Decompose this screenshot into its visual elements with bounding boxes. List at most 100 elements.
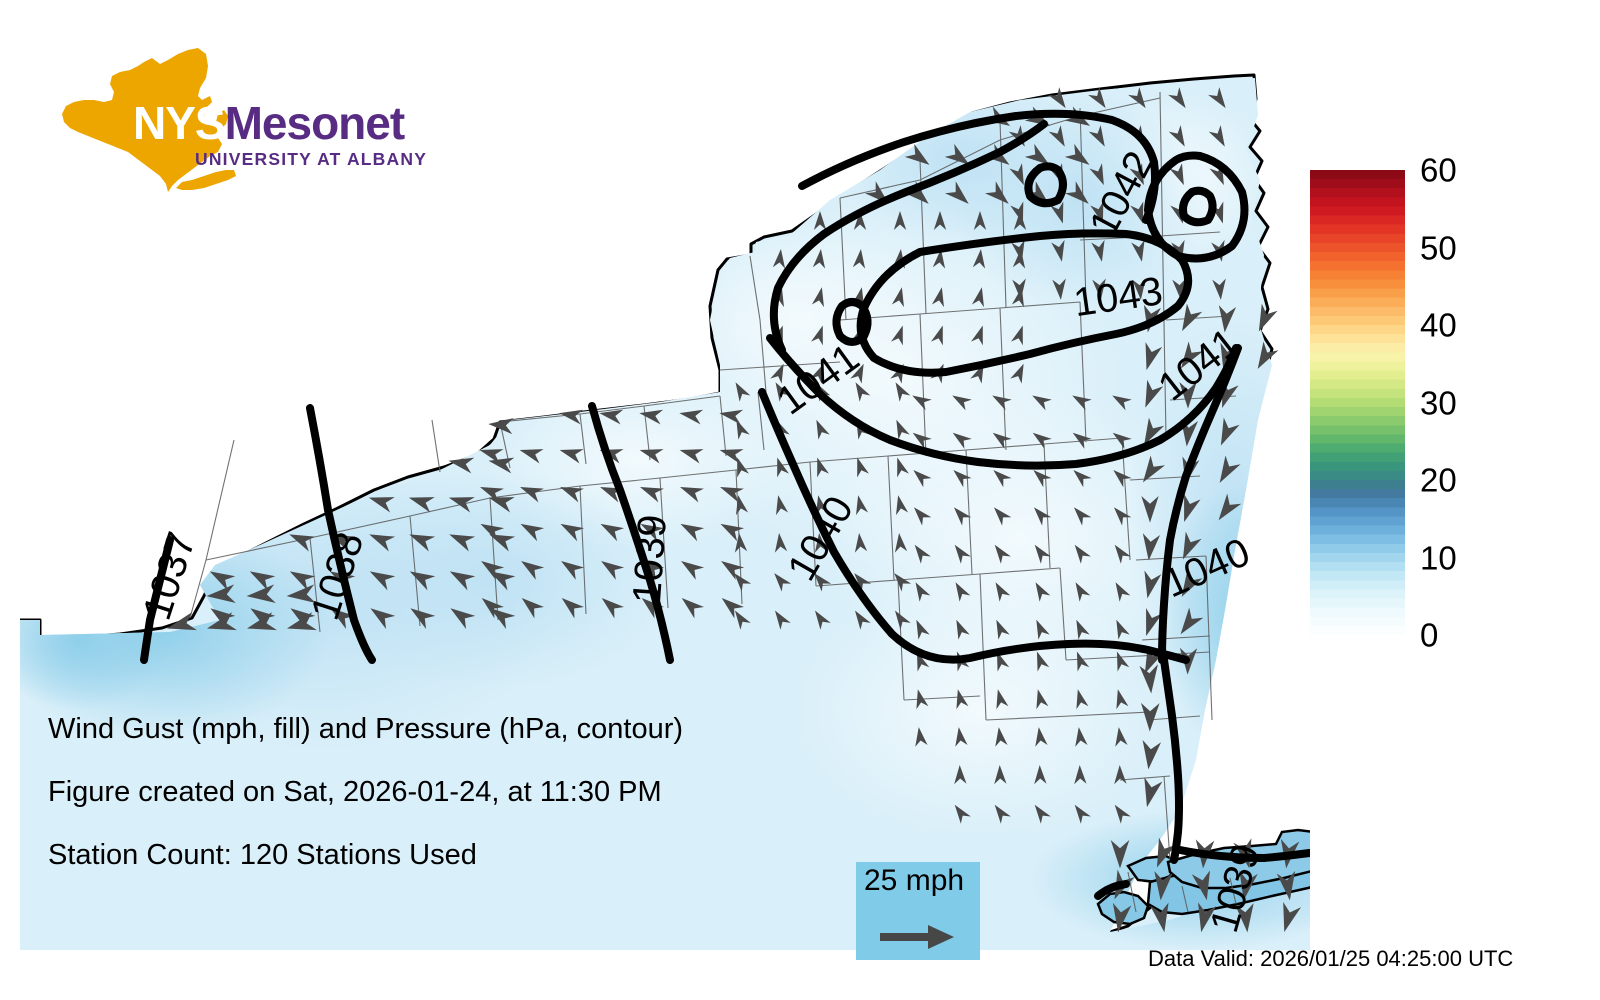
wind-barb xyxy=(1156,837,1177,868)
wind-barb xyxy=(1048,87,1066,109)
wind-barb xyxy=(1258,303,1278,332)
wind-barb xyxy=(1139,664,1158,694)
wind-barb xyxy=(719,486,744,503)
wind-barb xyxy=(944,181,969,204)
county-boundaries xyxy=(189,91,1237,913)
wind-barb xyxy=(479,449,504,464)
wind-barb xyxy=(601,598,624,619)
wind-barb xyxy=(1142,739,1162,770)
wind-barb xyxy=(973,211,987,230)
wind-barb xyxy=(681,560,705,580)
wind-barb xyxy=(1075,727,1088,747)
wind-barb xyxy=(408,497,435,513)
wind-barb xyxy=(1239,870,1258,901)
colorbar-tick-20: 20 xyxy=(1420,461,1457,499)
wind-barb xyxy=(1131,239,1145,262)
wind-barb xyxy=(1116,689,1129,710)
wind-barb xyxy=(1146,608,1163,636)
wind-barb xyxy=(1181,569,1203,597)
wind-barb xyxy=(1034,765,1047,785)
wind-barb xyxy=(1208,125,1225,147)
wind-barb xyxy=(1072,395,1092,411)
wind-barb xyxy=(206,584,236,603)
wind-barb xyxy=(1009,163,1024,186)
wind-barb xyxy=(971,287,984,308)
wind-barb xyxy=(1112,395,1132,411)
wind-barb xyxy=(601,560,625,580)
wind-barb xyxy=(559,486,584,503)
wind-barb xyxy=(1276,870,1296,901)
wind-barb xyxy=(954,765,967,785)
wind-barb xyxy=(996,651,1010,672)
wind-barb xyxy=(811,287,824,308)
colorbar-tick-60: 60 xyxy=(1420,151,1457,189)
wind-barb xyxy=(560,523,585,542)
wind-barb xyxy=(1212,278,1226,300)
wind-barb xyxy=(814,610,831,630)
wind-barb xyxy=(816,419,830,440)
wind-barb xyxy=(814,573,832,592)
caption-block: Wind Gust (mph, fill) and Pressure (hPa,… xyxy=(48,715,808,904)
wind-barb xyxy=(856,495,869,516)
wind-barb xyxy=(1112,902,1132,933)
wind-barb xyxy=(1033,469,1052,488)
colorbar-tick-30: 30 xyxy=(1420,384,1457,421)
figure-created-text: Figure created on Sat, 2026-01-24, at 11… xyxy=(48,776,662,808)
wind-barb xyxy=(1011,325,1023,346)
wind-barb xyxy=(1064,143,1090,165)
wind-barb xyxy=(1048,125,1065,147)
wind-barb xyxy=(894,610,911,630)
wind-barb xyxy=(811,325,823,346)
wind-barb xyxy=(479,486,504,503)
wind-barb xyxy=(679,449,704,464)
wind-barb xyxy=(450,608,476,630)
map-title: Wind Gust (mph, fill) and Pressure (hPa,… xyxy=(48,713,684,745)
wind-barb xyxy=(996,619,1010,640)
wind-barb xyxy=(992,432,1012,449)
wind-barb xyxy=(1113,507,1132,526)
wind-barb xyxy=(1088,125,1105,147)
colorbar-tick-labels: 60 50 40 30 20 10 0 xyxy=(1420,154,1570,652)
wind-barb xyxy=(774,533,788,553)
wind-barb xyxy=(1116,619,1130,640)
wind-barb xyxy=(1011,239,1025,262)
colorbar-tick-0: 0 xyxy=(1420,616,1439,654)
wind-barb xyxy=(289,571,316,591)
wind-barb xyxy=(1073,507,1092,526)
wind-barb xyxy=(679,486,704,503)
wind-barb xyxy=(721,560,745,580)
wind-barb xyxy=(954,804,971,824)
wind-barb xyxy=(641,598,664,619)
wind-barb xyxy=(368,497,395,513)
wind-barb xyxy=(481,560,505,580)
wind-barb xyxy=(816,495,829,516)
wind-barb xyxy=(1220,417,1240,446)
wind-barb xyxy=(1033,507,1052,526)
wind-barb xyxy=(1144,570,1162,599)
wind-barb xyxy=(1145,342,1163,371)
wind-key-arrow-icon xyxy=(880,925,954,949)
wind-barb xyxy=(1235,903,1254,933)
wind-barb xyxy=(1076,619,1090,640)
logo-subtitle: UNIVERSITY AT ALBANY xyxy=(195,149,428,169)
wind-barb xyxy=(1182,303,1203,332)
wind-barb xyxy=(1132,278,1146,300)
wind-barb xyxy=(561,598,584,619)
wind-barb xyxy=(852,249,866,269)
wind-barb xyxy=(1012,249,1026,269)
wind-barb xyxy=(736,419,750,440)
wind-barb xyxy=(814,533,828,553)
wind-barb xyxy=(639,449,664,464)
wind-barb xyxy=(521,598,544,619)
wind-barb xyxy=(561,560,585,580)
wind-barb xyxy=(1074,544,1091,564)
wind-barb xyxy=(1129,163,1144,186)
wind-barb xyxy=(913,469,932,488)
wind-barb xyxy=(1036,651,1050,672)
wind-barb xyxy=(897,457,909,478)
wind-barb xyxy=(893,211,907,230)
wind-barb xyxy=(370,608,396,630)
wind-barb xyxy=(1257,341,1279,369)
wind-barb xyxy=(681,598,704,619)
wind-barb xyxy=(210,608,236,630)
